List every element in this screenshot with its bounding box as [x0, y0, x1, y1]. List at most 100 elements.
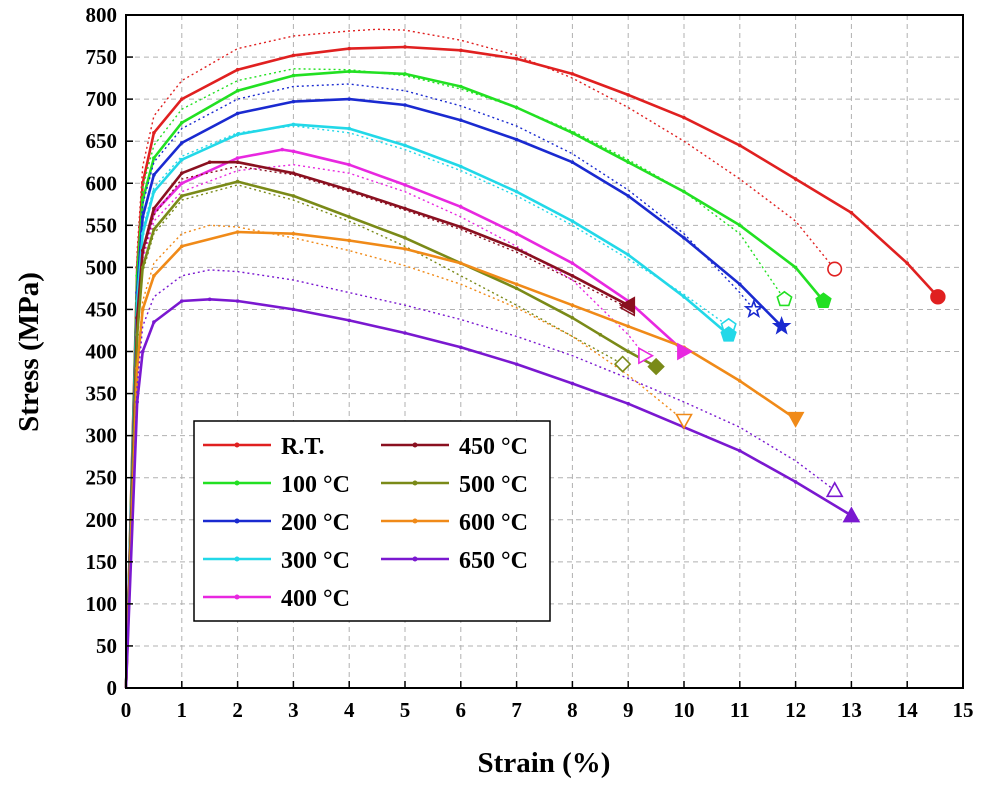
data-point — [570, 130, 575, 135]
legend-label: 600 °C — [459, 510, 528, 536]
y-tick-label: 0 — [107, 676, 118, 700]
data-point — [514, 105, 519, 110]
end-marker-triangle-down — [786, 411, 805, 428]
legend-swatch-dot — [234, 556, 240, 562]
y-tick-labels: 0 50 100 150 200 250 300 350 400 450 500 550 600 650 7… — [86, 3, 118, 700]
legend-swatch-dot — [412, 442, 418, 448]
data-point — [514, 137, 519, 142]
data-point — [235, 299, 240, 303]
data-point — [738, 379, 742, 383]
data-point — [235, 156, 240, 160]
y-tick-label: 800 — [86, 3, 118, 27]
data-point — [738, 282, 742, 287]
end-marker-star — [771, 316, 792, 335]
data-point — [793, 265, 798, 270]
data-point — [626, 160, 630, 165]
data-point — [459, 225, 463, 229]
series-repeat-line — [125, 164, 646, 689]
y-tick-label: 150 — [86, 550, 118, 574]
data-point — [347, 46, 352, 51]
series-repeat-line — [125, 165, 629, 689]
series-curves — [124, 28, 939, 689]
data-point — [235, 230, 240, 234]
legend-label: 650 °C — [459, 548, 528, 574]
data-point — [347, 238, 352, 243]
x-tick-label: 4 — [344, 698, 355, 722]
data-point — [140, 349, 145, 354]
data-point — [738, 448, 742, 453]
data-point — [682, 115, 686, 120]
data-point — [514, 286, 519, 291]
data-point — [152, 320, 156, 324]
data-point — [682, 236, 686, 240]
x-axis-title: Strain (%) — [478, 747, 611, 779]
legend-label: 450 °C — [459, 434, 528, 460]
repeat-end-marker-triangle-down — [675, 413, 693, 430]
y-tick-label: 600 — [86, 171, 118, 195]
legend-label: 200 °C — [281, 510, 350, 536]
repeat-end-marker-diamond — [613, 355, 632, 373]
data-point — [514, 231, 519, 236]
data-point — [905, 261, 909, 265]
data-point — [180, 120, 184, 125]
x-tick-label: 15 — [953, 698, 974, 722]
data-point — [207, 297, 212, 302]
data-point — [570, 72, 575, 76]
legend-label: 400 °C — [281, 586, 350, 612]
x-tick-label: 11 — [730, 698, 750, 722]
data-point — [135, 400, 139, 404]
data-point — [403, 331, 407, 335]
data-point — [180, 141, 184, 145]
series-line — [124, 160, 629, 689]
data-point — [403, 247, 407, 251]
end-marker-triangle-right — [677, 342, 694, 361]
data-point — [152, 273, 156, 278]
data-point — [291, 307, 296, 312]
legend-swatch-dot — [412, 480, 418, 486]
x-tick-labels: 0 1 2 3 4 5 6 7 8 9 10 11 12 13 14 15 — [121, 698, 974, 722]
data-point — [738, 143, 742, 148]
end-marker-triangle-up — [842, 506, 861, 523]
y-tick-label: 50 — [96, 634, 117, 658]
data-point — [682, 189, 686, 194]
x-tick-label: 0 — [121, 698, 132, 722]
data-point — [152, 156, 156, 160]
data-point — [291, 149, 296, 154]
data-point — [570, 381, 575, 386]
data-point — [459, 118, 463, 122]
repeat-end-marker-triangle-up — [825, 481, 844, 498]
data-point — [235, 179, 240, 184]
data-point — [135, 332, 139, 337]
legend-label: 100 °C — [281, 472, 350, 498]
data-point — [152, 206, 156, 211]
data-point — [459, 261, 463, 265]
data-point — [626, 324, 630, 329]
repeat-end-marker-triangle-right — [638, 346, 655, 365]
data-point — [235, 111, 240, 116]
data-point — [180, 194, 184, 198]
data-point — [235, 132, 240, 137]
y-tick-label: 400 — [86, 340, 118, 364]
data-point — [459, 345, 463, 350]
series-line — [124, 97, 783, 689]
data-point — [570, 219, 575, 223]
data-point — [459, 48, 463, 53]
series-repeat-line — [125, 83, 755, 689]
y-axis-title: Stress (MPa) — [13, 272, 45, 432]
y-tick-label: 250 — [86, 466, 118, 490]
legend-swatch-dot — [412, 518, 418, 524]
data-point — [152, 227, 156, 232]
legend-swatch-dot — [234, 518, 240, 524]
legend: R.T. 100 °C 200 °C 300 °C 400 °C 450 °C 500 °C… — [193, 420, 551, 622]
data-point — [347, 126, 352, 131]
data-point — [598, 332, 603, 337]
y-tick-label: 100 — [86, 592, 118, 616]
end-marker-diamond — [647, 357, 665, 376]
legend-swatch-dot — [234, 594, 240, 600]
legend-label: 500 °C — [459, 472, 528, 498]
data-point — [403, 72, 407, 76]
data-point — [459, 84, 463, 89]
data-point — [140, 307, 145, 312]
data-point — [140, 248, 145, 253]
data-point — [235, 160, 240, 165]
